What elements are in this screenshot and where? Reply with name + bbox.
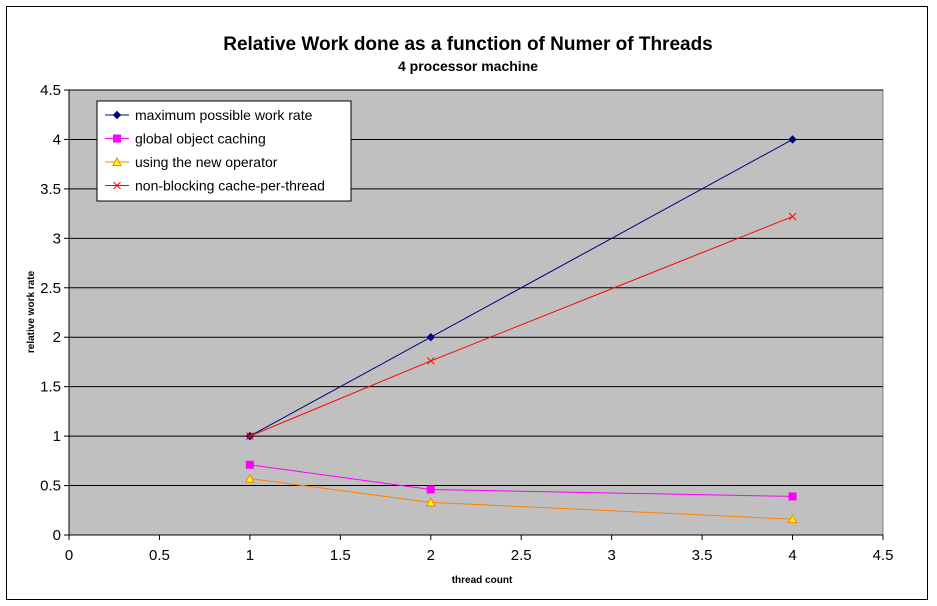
- y-tick-label: 4: [53, 131, 61, 148]
- x-tick-label: 0: [65, 547, 73, 564]
- x-tick-label: 0.5: [149, 547, 170, 564]
- series-4: [246, 212, 797, 440]
- x-tick-label: 4.5: [873, 547, 894, 564]
- legend-box: [96, 100, 352, 202]
- legend-item: global object caching: [105, 131, 266, 147]
- line-chart: Relative Work done as a function of Nume…: [26, 34, 894, 586]
- data-point: [788, 212, 797, 221]
- y-tick-label: 2.5: [40, 280, 61, 297]
- legend-label: using the new operator: [135, 154, 278, 170]
- data-point: [788, 135, 797, 144]
- y-tick-label: 0.5: [40, 478, 61, 495]
- x-tick-label: 4: [788, 547, 796, 564]
- data-point: [426, 333, 435, 342]
- chart-subtitle: 4 processor machine: [398, 58, 538, 74]
- legend-item: non-blocking cache-per-thread: [105, 178, 325, 194]
- data-point: [426, 485, 435, 494]
- legend-item: using the new operator: [105, 154, 278, 170]
- legend-marker: [112, 110, 122, 120]
- y-axis-label: relative work rate: [26, 270, 37, 353]
- legend-label: maximum possible work rate: [135, 107, 313, 123]
- legend: maximum possible work rate global object …: [96, 100, 352, 202]
- legend-marker: [113, 134, 121, 143]
- legend-marker: [113, 181, 121, 190]
- y-tick-label: 0: [53, 527, 61, 544]
- data-point: [787, 514, 798, 524]
- data-point: [246, 432, 254, 440]
- legend-label: non-blocking cache-per-thread: [135, 178, 325, 194]
- y-tick-label: 3: [53, 230, 61, 247]
- legend-marker: [112, 156, 122, 166]
- series-2: [245, 460, 797, 501]
- y-tick-label: 3.5: [40, 181, 61, 198]
- chart-area: Relative Work done as a function of Nume…: [6, 6, 928, 600]
- y-tick-label: 4.5: [40, 82, 61, 99]
- y-tick-label: 2: [53, 329, 61, 346]
- data-point: [245, 473, 255, 483]
- data-point: [788, 492, 797, 501]
- data-point: [426, 357, 435, 365]
- y-tick-label: 1: [53, 428, 61, 445]
- x-tick-label: 3: [607, 547, 615, 564]
- x-tick-label: 3.5: [692, 547, 713, 564]
- y-tick-label: 1.5: [40, 379, 61, 396]
- x-axis-label: thread count: [452, 575, 513, 586]
- x-tick-label: 2: [427, 547, 435, 564]
- legend-label: global object caching: [135, 131, 266, 147]
- x-tick-label: 1.5: [330, 547, 351, 564]
- x-tick-label: 1: [246, 547, 254, 564]
- series-3: [245, 473, 798, 524]
- legend-item: maximum possible work rate: [105, 107, 313, 123]
- chart-title: Relative Work done as a function of Nume…: [223, 34, 713, 55]
- data-point: [245, 460, 254, 469]
- x-tick-label: 2.5: [511, 547, 532, 564]
- data-point: [425, 497, 436, 507]
